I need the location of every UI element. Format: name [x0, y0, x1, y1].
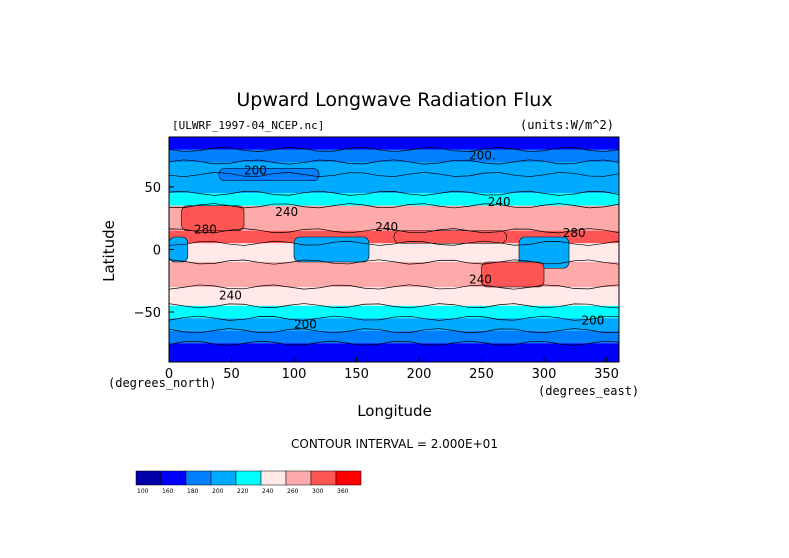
colorbar-swatch	[285, 470, 312, 486]
heatmap-band	[169, 243, 619, 262]
heatmap-band	[169, 137, 619, 150]
colorbar-swatch	[260, 470, 287, 486]
heatmap-band	[169, 318, 619, 331]
contour-label: 240	[219, 289, 242, 303]
contour-label: 280	[194, 222, 217, 236]
x-tick-label: 150	[344, 367, 369, 382]
colorbar-tick-label: 180	[187, 488, 199, 495]
contour-label: 240	[375, 220, 398, 234]
contour-line	[168, 303, 620, 309]
contour-labels: 200 200. 240 240 240 280 280 240 240 200 200	[194, 149, 604, 332]
contour-label: 240	[275, 205, 298, 219]
contour-line	[168, 284, 620, 290]
plot-area	[168, 137, 620, 362]
colorbar-tick-label: 200	[212, 488, 224, 495]
contour-line	[168, 146, 620, 153]
contour-label: 240	[469, 272, 492, 286]
colorbar-swatch	[210, 470, 237, 486]
heatmap-band	[169, 343, 619, 362]
heatmap-region	[393, 230, 507, 244]
colorbar-swatch	[160, 470, 187, 486]
x-tick-label: 300	[532, 367, 557, 382]
contour-interval-note: CONTOUR INTERVAL = 2.000E+01	[291, 437, 498, 451]
contour-label: 200	[582, 314, 605, 328]
colorbar-tick-label: 220	[237, 488, 249, 495]
colorbar-tick-label: 160	[162, 488, 174, 495]
heatmap-band	[169, 287, 619, 306]
x-tick-label: 200	[407, 367, 432, 382]
x-tick-label: 250	[469, 367, 494, 382]
colorbar-swatch	[185, 470, 212, 486]
heatmap-region	[181, 205, 245, 232]
x-axis-label: Longitude	[357, 402, 432, 420]
contour-line	[168, 328, 620, 334]
x-tick-label: 0	[165, 367, 173, 382]
x-tick-label: 100	[282, 367, 307, 382]
y-axis-label: Latitude	[100, 220, 118, 282]
contour-line	[168, 340, 620, 346]
units-label: (units:W/m^2)	[520, 118, 614, 132]
x-tick-label: 350	[594, 367, 619, 382]
contour-line	[168, 203, 620, 209]
heatmap-band	[169, 330, 619, 344]
heatmap-band	[169, 305, 619, 319]
contour-label: 200	[294, 317, 317, 331]
heatmap-band	[169, 149, 619, 162]
colorbar-tick-label: 360	[337, 488, 349, 495]
contour-line	[168, 228, 620, 234]
colorbar-swatch	[335, 470, 362, 486]
contour-label: 200	[244, 164, 267, 178]
heatmap-region	[293, 236, 370, 263]
chart-title: Upward Longwave Radiation Flux	[236, 89, 553, 111]
x-axis-units-north: (degrees_north)	[108, 376, 217, 390]
contour-line	[168, 315, 620, 321]
contour-line	[168, 190, 620, 196]
colorbar-tick-label: 300	[312, 488, 324, 495]
axis-ticks: 0 50 100 150 200 250 300 350 50 0 −50	[134, 181, 619, 382]
colorbar-tick-label: 240	[262, 488, 274, 495]
contour-line	[168, 240, 620, 246]
contour-line	[168, 159, 620, 165]
y-tick-label: 0	[153, 244, 161, 259]
x-tick-label: 50	[223, 367, 240, 382]
colorbar: 100 160 180 200 220 240 260 300 360	[135, 470, 362, 495]
y-tick-label: 50	[144, 181, 161, 196]
colorbar-swatch	[235, 470, 262, 486]
file-label: [ULWRF_1997-04_NCEP.nc]	[172, 119, 325, 132]
y-tick-label: −50	[134, 306, 161, 321]
colorbar-tick-label: 100	[137, 488, 149, 495]
colorbar-tick-label: 260	[287, 488, 299, 495]
contour-line	[168, 259, 620, 265]
heatmap-region	[481, 261, 545, 288]
contour-label: 240	[488, 195, 511, 209]
heatmap-band	[169, 193, 619, 206]
contour-line	[168, 171, 620, 178]
x-axis-units-east: (degrees_east)	[538, 384, 640, 398]
contour-label: 280	[563, 226, 586, 240]
colorbar-swatch	[135, 470, 162, 486]
colorbar-swatch	[310, 470, 337, 486]
contour-label: 200.	[469, 149, 496, 163]
